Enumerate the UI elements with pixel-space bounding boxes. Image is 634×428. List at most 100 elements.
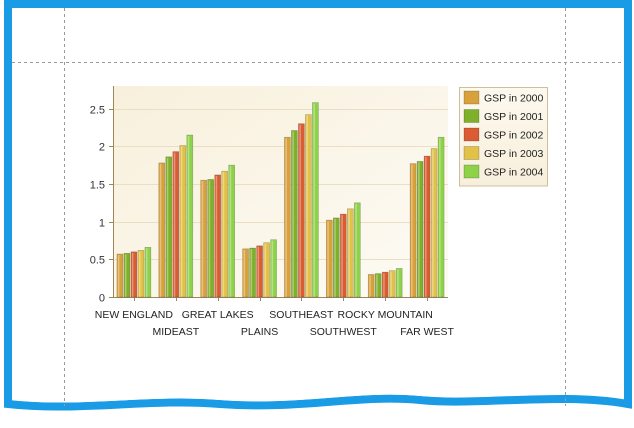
bar-highlight (180, 146, 183, 297)
bar (339, 213, 347, 298)
bar-highlight (334, 218, 336, 297)
legend-swatch (463, 164, 480, 179)
legend-label: GSP in 2001 (484, 111, 544, 123)
x-tick-label: NEW ENGLAND (95, 309, 174, 321)
bar (437, 136, 445, 298)
bar-highlight (201, 181, 204, 297)
legend-label: GSP in 2003 (484, 148, 544, 160)
bar (249, 247, 256, 298)
bar-highlight (138, 251, 141, 297)
bar (144, 247, 152, 298)
x-tick-label: SOUTHWEST (310, 326, 378, 338)
bar-highlight (145, 248, 148, 297)
bar (172, 151, 180, 298)
x-tick-label: GREAT LAKES (182, 309, 254, 321)
bar (270, 239, 277, 298)
legend-swatch (463, 90, 480, 105)
bar (242, 248, 249, 298)
bar (395, 268, 403, 298)
bar (284, 136, 291, 298)
bar-highlight (208, 180, 211, 297)
bar (228, 164, 235, 298)
legend-label: GSP in 2004 (484, 167, 544, 179)
bar-highlight (292, 131, 294, 297)
bar (423, 155, 431, 298)
bar-highlight (306, 115, 308, 297)
bar-highlight (222, 172, 225, 297)
bar-highlight (285, 138, 287, 297)
bar (123, 253, 131, 298)
y-tick-label: 1 (99, 218, 105, 230)
y-tick-label: 1.5 (90, 180, 105, 192)
bar (305, 114, 312, 298)
bar-highlight (124, 254, 127, 297)
x-tick-label: SOUTHEAST (269, 309, 334, 321)
bar (388, 270, 396, 298)
bar-highlight (355, 203, 357, 297)
bar-highlight (229, 166, 232, 297)
bar (367, 274, 375, 298)
bar (207, 179, 214, 298)
bar (165, 156, 173, 298)
y-tick-label: 0 (99, 293, 105, 305)
x-tick-label: FAR WEST (400, 326, 454, 338)
bar-highlight (264, 243, 267, 297)
bar (221, 170, 228, 298)
bar (200, 179, 207, 298)
bar-highlight (425, 157, 427, 297)
bar-highlight (215, 175, 218, 297)
bar (332, 217, 340, 298)
bar-chart: 0 0.5 1 1.5 2 2.5 NEW ENGLAND MIDEAST GREAT LAKE… (90, 86, 548, 338)
x-tick-label: ROCKY MOUNTAIN (338, 309, 433, 321)
bar (158, 162, 166, 298)
bar (346, 208, 354, 298)
x-tick-label: PLAINS (241, 326, 278, 338)
bar-highlight (173, 152, 176, 297)
page-border (3, 0, 632, 411)
bar-highlight (166, 157, 169, 297)
legend-swatch (463, 109, 480, 123)
bar-highlight (369, 275, 371, 297)
bar (409, 163, 417, 298)
bar (374, 273, 382, 298)
bar (116, 253, 124, 298)
bar-highlight (383, 273, 385, 297)
bar (137, 250, 145, 298)
bar-highlight (159, 163, 162, 297)
y-tick-label: 0.5 (90, 255, 105, 267)
bar-highlight (390, 271, 392, 297)
bar-highlight (397, 269, 399, 297)
bar-highlight (432, 149, 434, 297)
bar (263, 242, 270, 298)
x-tick-label: MIDEAST (152, 326, 199, 338)
legend-label: GSP in 2002 (484, 130, 544, 142)
y-tick-label: 2 (99, 142, 105, 154)
bar-highlight (117, 255, 120, 297)
bar-highlight (257, 246, 260, 297)
bar-highlight (131, 252, 134, 297)
bar (186, 134, 194, 298)
bar-highlight (243, 249, 246, 297)
bar-highlight (271, 240, 274, 297)
bar-highlight (376, 274, 378, 297)
bar-highlight (341, 215, 343, 297)
y-tick-label: 2.5 (90, 105, 105, 117)
bar-highlight (418, 162, 420, 297)
bar-highlight (439, 138, 441, 297)
bar (325, 219, 333, 298)
bar (214, 174, 221, 298)
bar (256, 245, 263, 298)
bar (130, 251, 138, 298)
bar (291, 130, 298, 298)
bar (312, 102, 319, 298)
bar (381, 271, 389, 298)
bar-highlight (411, 164, 413, 297)
margin-guides (12, 8, 624, 406)
bar-highlight (327, 221, 329, 297)
legend-swatch (463, 146, 480, 160)
legend-label: GSP in 2000 (484, 93, 544, 105)
bar-highlight (250, 249, 253, 297)
bar (179, 145, 187, 298)
